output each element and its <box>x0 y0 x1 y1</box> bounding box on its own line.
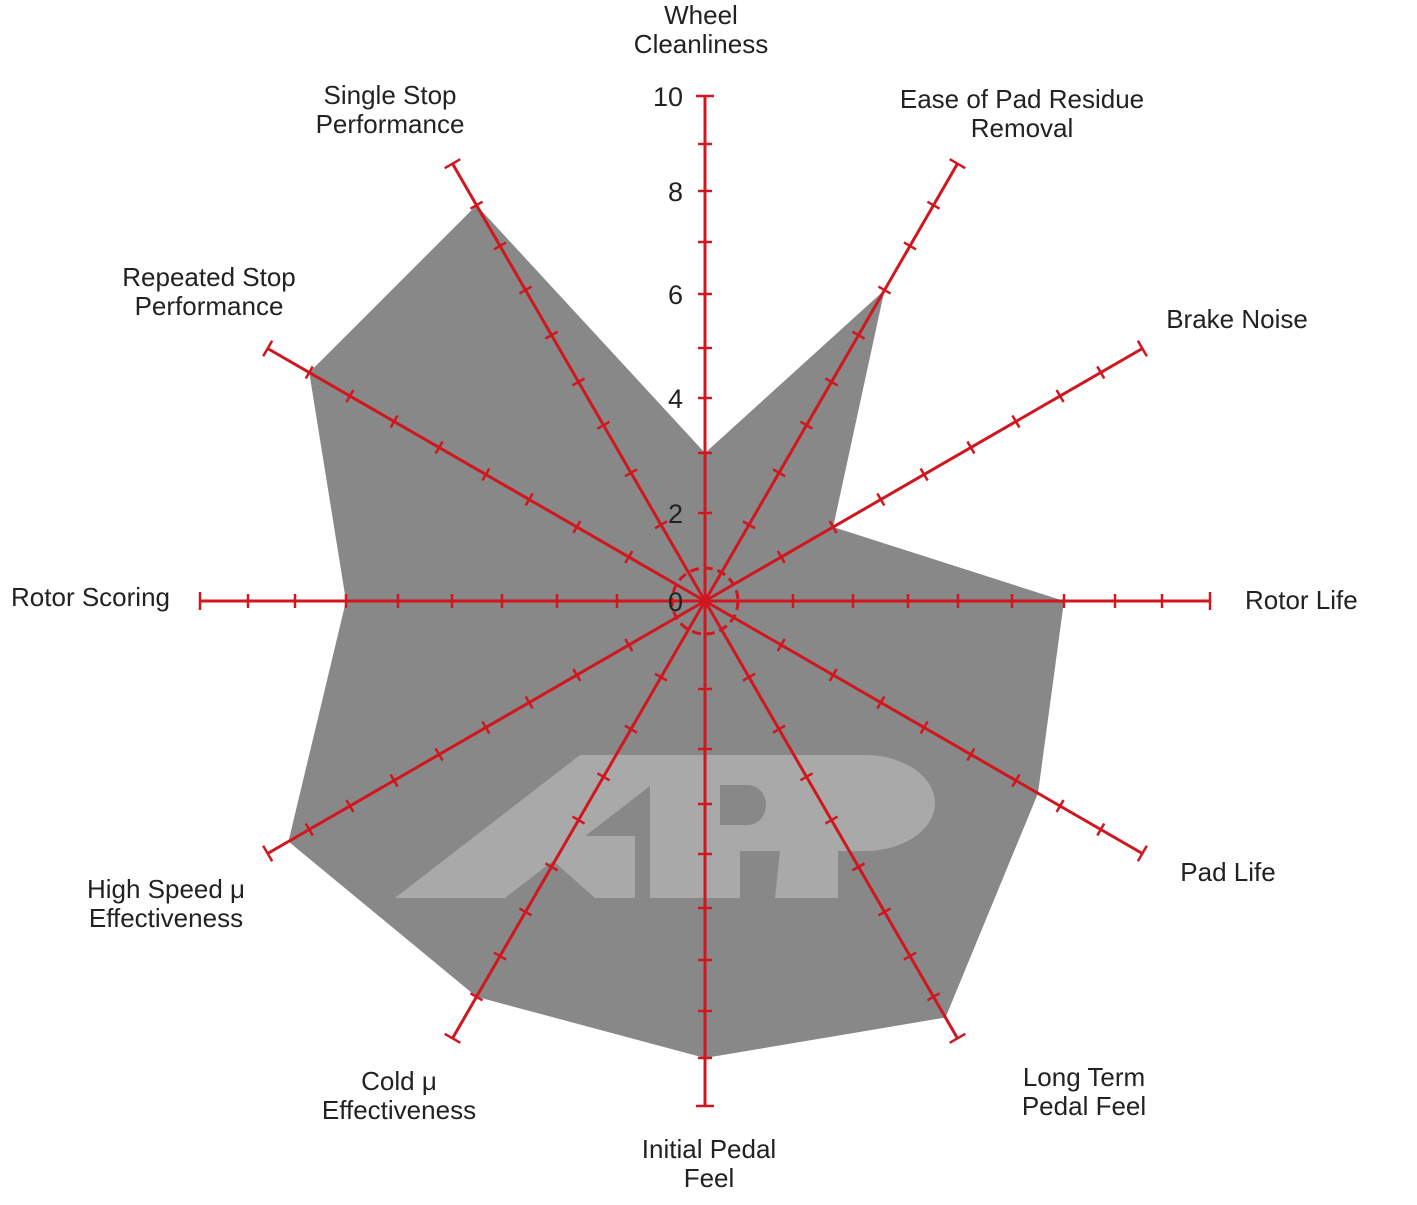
axis-tick <box>903 951 917 961</box>
axis-tick <box>434 440 444 455</box>
inner-circle <box>670 566 740 636</box>
axis-label: Repeated Stop Performance <box>122 262 295 321</box>
axis-tick <box>493 951 507 961</box>
axis-label: Initial Pedal Feel <box>642 1134 776 1193</box>
axis-label: Rotor Life <box>1245 585 1358 615</box>
axis-tick <box>919 720 929 735</box>
axis-tick <box>304 365 314 380</box>
axis-tick <box>828 668 838 682</box>
axis-tick <box>262 340 274 357</box>
axis-tick <box>389 414 399 429</box>
axis-label: Brake Noise <box>1166 304 1308 334</box>
axis-tick <box>824 815 839 825</box>
axis-tick <box>518 907 533 917</box>
axis-tick <box>772 724 786 734</box>
axis-tick <box>524 492 534 507</box>
axis-tick <box>572 668 582 682</box>
axis-tick <box>799 420 814 430</box>
axis-tick <box>304 822 314 837</box>
tick-label: 4 <box>668 384 683 414</box>
axis-tick <box>345 389 355 403</box>
tick-label: 10 <box>653 82 683 112</box>
axis-tick <box>742 672 756 682</box>
axis-label: High Speed μ Effectiveness <box>87 874 245 933</box>
axis-tick <box>926 200 941 210</box>
axis-tick <box>776 638 786 652</box>
axis-label: Single Stop Performance <box>316 80 465 139</box>
axis-tick <box>1055 799 1065 813</box>
axis-label: Long Term Pedal Feel <box>1022 1062 1146 1121</box>
axis-tick <box>624 638 634 652</box>
axis-tick <box>1136 340 1148 357</box>
axis-tick <box>851 862 866 872</box>
axis-tick <box>444 158 461 170</box>
axis-tick <box>596 420 611 430</box>
axis-tick <box>877 285 892 295</box>
axis-tick <box>1096 822 1106 837</box>
axis-tick <box>624 468 638 478</box>
axis-tick <box>776 550 786 564</box>
axis-tick <box>544 330 559 340</box>
axis-tick <box>624 550 634 564</box>
tick-label: 8 <box>668 177 683 207</box>
axis-tick <box>824 377 839 387</box>
axis-tick <box>481 467 491 482</box>
axis-tick <box>345 799 355 813</box>
axis-tick <box>262 845 274 862</box>
axis-tick <box>518 285 533 295</box>
axis-label: Wheel Cleanliness <box>634 0 768 59</box>
axis-tick <box>654 672 668 682</box>
axis-tick <box>444 1032 461 1044</box>
axis-tick <box>544 862 559 872</box>
axis-tick <box>1055 389 1065 403</box>
axis-tick <box>1011 773 1021 788</box>
axis-tick <box>596 772 611 782</box>
data-area <box>288 205 1064 1059</box>
axis-tick <box>469 200 484 210</box>
axis-label: Rotor Scoring <box>11 582 170 612</box>
axis-tick <box>481 720 491 735</box>
center-dot <box>700 596 710 606</box>
axis-tick <box>799 772 814 782</box>
axis-tick <box>469 992 484 1002</box>
axis-tick <box>772 468 786 478</box>
axis-tick <box>949 1032 966 1044</box>
axis-tick <box>1011 414 1021 429</box>
axis-tick <box>876 492 886 507</box>
axis-tick <box>572 520 582 534</box>
axis-label: Pad Life <box>1180 857 1275 887</box>
axis-tick <box>966 747 976 762</box>
tick-label: 0 <box>668 587 683 617</box>
axis-tick <box>926 992 941 1002</box>
axis-tick <box>1136 845 1148 862</box>
axis-tick <box>434 747 444 762</box>
tick-label: 6 <box>668 280 683 310</box>
axis-tick <box>654 520 668 530</box>
axis-tick <box>742 520 756 530</box>
axis-tick <box>571 815 586 825</box>
axis-tick <box>524 695 534 710</box>
axis-tick <box>1096 365 1106 380</box>
axis-tick <box>876 695 886 710</box>
axis-tick <box>919 467 929 482</box>
axis-label: Cold μ Effectiveness <box>322 1066 476 1125</box>
axis-tick <box>966 440 976 455</box>
axis-label: Ease of Pad Residue Removal <box>900 84 1144 143</box>
axis-tick <box>389 773 399 788</box>
axis-tick <box>877 907 892 917</box>
axis-tick <box>493 241 507 251</box>
axis-tick <box>828 520 838 534</box>
tick-label: 2 <box>668 499 683 529</box>
axis-tick <box>949 158 966 170</box>
axis-tick <box>851 330 866 340</box>
axis-tick <box>624 724 638 734</box>
axis-tick <box>571 377 586 387</box>
axis-tick <box>903 241 917 251</box>
